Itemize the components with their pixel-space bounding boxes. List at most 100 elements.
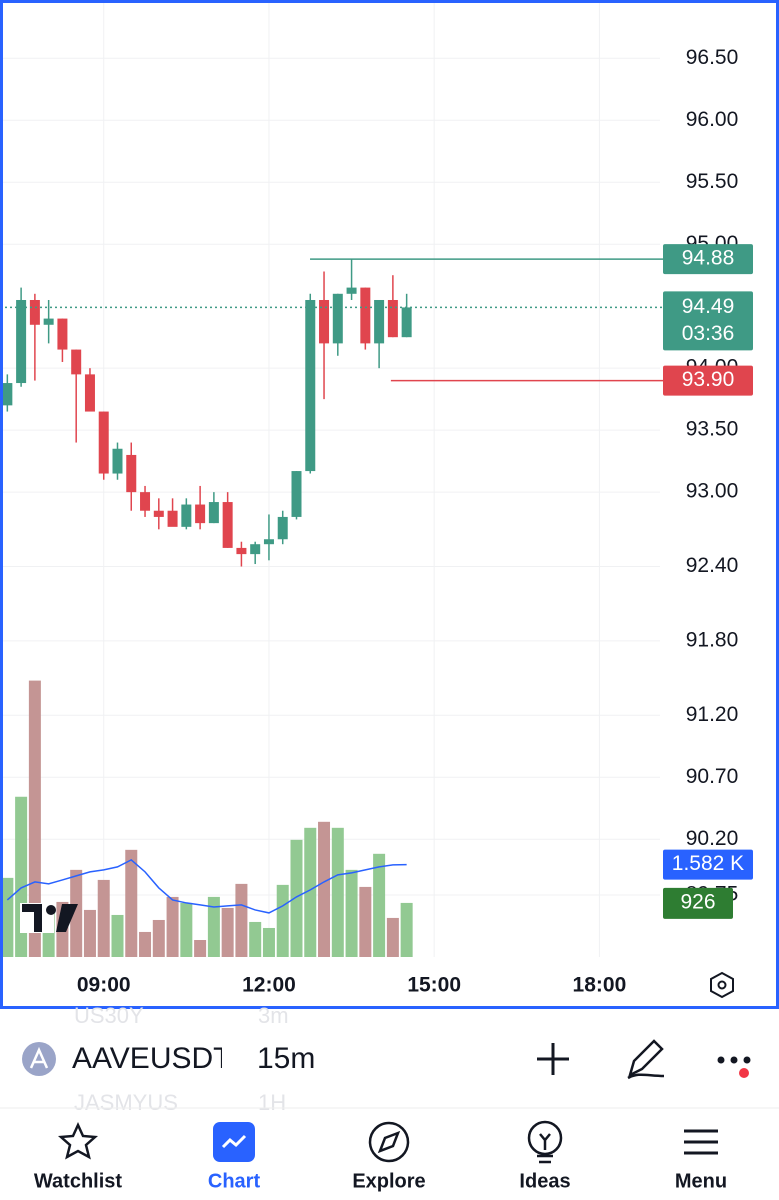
candle-body [263,539,274,545]
y-tick-label: 92.40 [686,554,739,577]
last-price-label: 94.49 [682,295,735,318]
volume-bar [373,853,386,957]
candle-body [57,318,68,350]
draw-button[interactable] [627,1039,665,1080]
volume-label: 926 [680,890,715,913]
volume-bar [304,827,317,957]
volume-bar [194,940,207,957]
volume-bar [15,796,28,957]
label-box [663,365,753,396]
symbol[interactable]: AAVEUSDT [72,1042,231,1075]
candle-body [98,411,109,474]
settings-dot [717,980,727,990]
candle-body [277,516,288,540]
label-box [663,849,753,880]
volume-bar [221,907,234,957]
price-labels: 94.88 94.49 03:36 93.90 1.582 K 926 [0,244,753,919]
volume-bar [400,902,413,957]
candle-body [305,299,316,472]
candle-body [43,318,54,325]
menu-icon[interactable] [684,1129,718,1155]
volume-bar [97,879,110,957]
nav-label[interactable]: Menu [675,1170,727,1192]
x-tick-label: 18:00 [573,974,627,997]
volume-bar [262,927,275,957]
ideas-icon-glyph [537,1133,553,1164]
volume-bar [249,921,262,957]
nav-label[interactable]: Watchlist [34,1170,122,1192]
x-tick-label: 09:00 [77,974,131,997]
volume-bar [1,877,14,957]
settings-button[interactable] [710,971,734,999]
volume-ma-line [6,858,407,914]
y-tick-label: 96.50 [686,46,739,69]
volume-bar [290,839,303,957]
ghost-interval: 3m [258,1003,289,1028]
watchlist-icon[interactable] [57,1121,99,1160]
high-label: 94.88 [682,247,735,270]
candle-body [208,502,219,524]
volume-bar [83,909,96,957]
ghost-interval: 1H [258,1090,286,1115]
volume-bar [139,931,152,957]
label-box [663,244,753,275]
ghost-symbol: US30Y [74,1003,144,1028]
volume-bar [318,821,331,957]
candle-body [71,349,82,375]
nav-label[interactable]: Explore [352,1170,425,1192]
add-button[interactable] [537,1043,569,1075]
chart-frame [0,0,779,1009]
candle-body [167,510,178,527]
candle-body [222,502,233,548]
ideas-icon[interactable] [527,1120,563,1156]
y-tick-label: 90.20 [686,827,739,850]
candle-body [112,448,123,474]
candle-body [16,299,27,384]
candle-body [195,504,206,524]
candle-body [126,454,137,493]
countdown-label: 03:36 [682,322,735,345]
symbol-icon-glyph [29,1046,49,1069]
volume-bar [386,917,399,957]
volume-bar [345,869,358,957]
volume-ma-label: 1.582 K [672,852,744,875]
volume-bar [111,914,124,957]
volume-bar [28,680,41,957]
ghost-symbol: JASMYUS [74,1090,178,1115]
candle-body [2,383,13,406]
y-tick-label: 96.00 [686,108,739,131]
candle-body [360,287,371,344]
y-tick-label: 90.70 [686,765,739,788]
explore-icon[interactable] [368,1121,410,1163]
x-tick-label: 12:00 [242,974,296,997]
y-tick-label: 95.50 [686,170,739,193]
x-tick-label: 15:00 [407,974,461,997]
volume-bar [180,902,193,957]
label-box [663,291,753,351]
nav-label[interactable]: Ideas [519,1170,570,1192]
candle-body [387,299,398,338]
candle-body [319,299,330,344]
candle-body [250,544,261,555]
volume-bar [152,919,165,957]
volume-bar [276,884,289,957]
candle-body [346,287,357,294]
volume-bar [235,883,248,957]
volume-bar [359,886,372,957]
more-button[interactable] [717,1056,751,1079]
candle-body [332,293,343,344]
candle-body [181,504,192,527]
candle-body [291,471,302,517]
volume-bar [70,869,83,957]
interval[interactable]: 15m [257,1042,315,1075]
candle-body [84,374,95,412]
y-tick-label: 93.50 [686,418,739,441]
nav-label[interactable]: Chart [208,1170,261,1192]
label-box [663,887,733,919]
chart-icon-glyph [221,1134,247,1149]
candle-body [401,307,412,338]
volume-bar [331,827,344,957]
